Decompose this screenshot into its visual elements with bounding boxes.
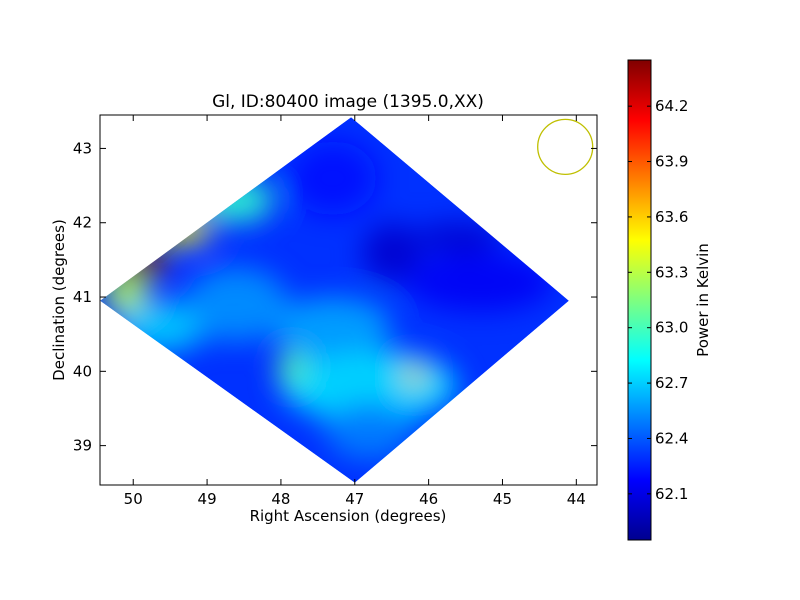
heat-feature bbox=[405, 363, 423, 387]
heat-feature bbox=[159, 215, 211, 246]
x-tick-label: 47 bbox=[345, 490, 364, 508]
heat-feature bbox=[362, 222, 422, 283]
heat-feature bbox=[406, 252, 555, 312]
y-tick-label: 39 bbox=[73, 437, 92, 455]
y-tick-label: 40 bbox=[73, 362, 92, 380]
colorbar-tick-label: 63.9 bbox=[655, 153, 688, 171]
x-tick-label: 44 bbox=[567, 490, 586, 508]
x-tick-label: 46 bbox=[419, 490, 438, 508]
y-tick-label: 42 bbox=[73, 214, 92, 232]
colorbar-label: Power in Kelvin bbox=[694, 243, 712, 357]
y-tick-label: 43 bbox=[73, 139, 92, 157]
x-axis-label: Right Ascension (degrees) bbox=[250, 507, 447, 525]
heat-feature bbox=[184, 267, 289, 342]
x-tick-label: 49 bbox=[198, 490, 217, 508]
colorbar-tick-label: 62.7 bbox=[655, 374, 688, 392]
y-axis-label: Declination (degrees) bbox=[50, 219, 68, 381]
y-axis-ticks: 39 40 41 42 43 bbox=[73, 139, 597, 455]
chart-title: Gl, ID:80400 image (1395.0,XX) bbox=[212, 92, 484, 112]
x-axis-ticks: 50 49 48 47 46 45 44 bbox=[124, 115, 586, 508]
heat-feature bbox=[288, 141, 377, 216]
colorbar-tick-label: 62.1 bbox=[655, 485, 688, 503]
axes-frame bbox=[99, 114, 598, 486]
x-tick-label: 45 bbox=[493, 490, 512, 508]
heat-feature bbox=[277, 349, 307, 387]
colorbar-tick-label: 62.4 bbox=[655, 429, 688, 447]
colorbar-ticks: 62.1 62.4 62.7 63.0 63.3 63.6 63.9 64.2 bbox=[628, 97, 688, 503]
heat-feature bbox=[199, 178, 274, 223]
colorbar-tick-label: 63.3 bbox=[655, 263, 688, 281]
heatmap-image bbox=[100, 117, 569, 483]
heat-feature bbox=[273, 297, 392, 357]
x-tick-label: 50 bbox=[124, 490, 143, 508]
heat-feature bbox=[413, 222, 503, 253]
heat-feature bbox=[118, 250, 171, 277]
heatmap-features bbox=[103, 141, 555, 461]
heat-feature bbox=[325, 401, 414, 461]
colorbar bbox=[627, 59, 652, 541]
colorbar-tick-label: 64.2 bbox=[655, 97, 688, 115]
x-tick-label: 48 bbox=[271, 490, 290, 508]
plot-area bbox=[100, 117, 569, 483]
colorbar-tick-label: 63.0 bbox=[655, 319, 688, 337]
beam-circle bbox=[537, 118, 594, 176]
y-tick-label: 41 bbox=[73, 288, 92, 306]
colorbar-tick-label: 63.6 bbox=[655, 208, 688, 226]
